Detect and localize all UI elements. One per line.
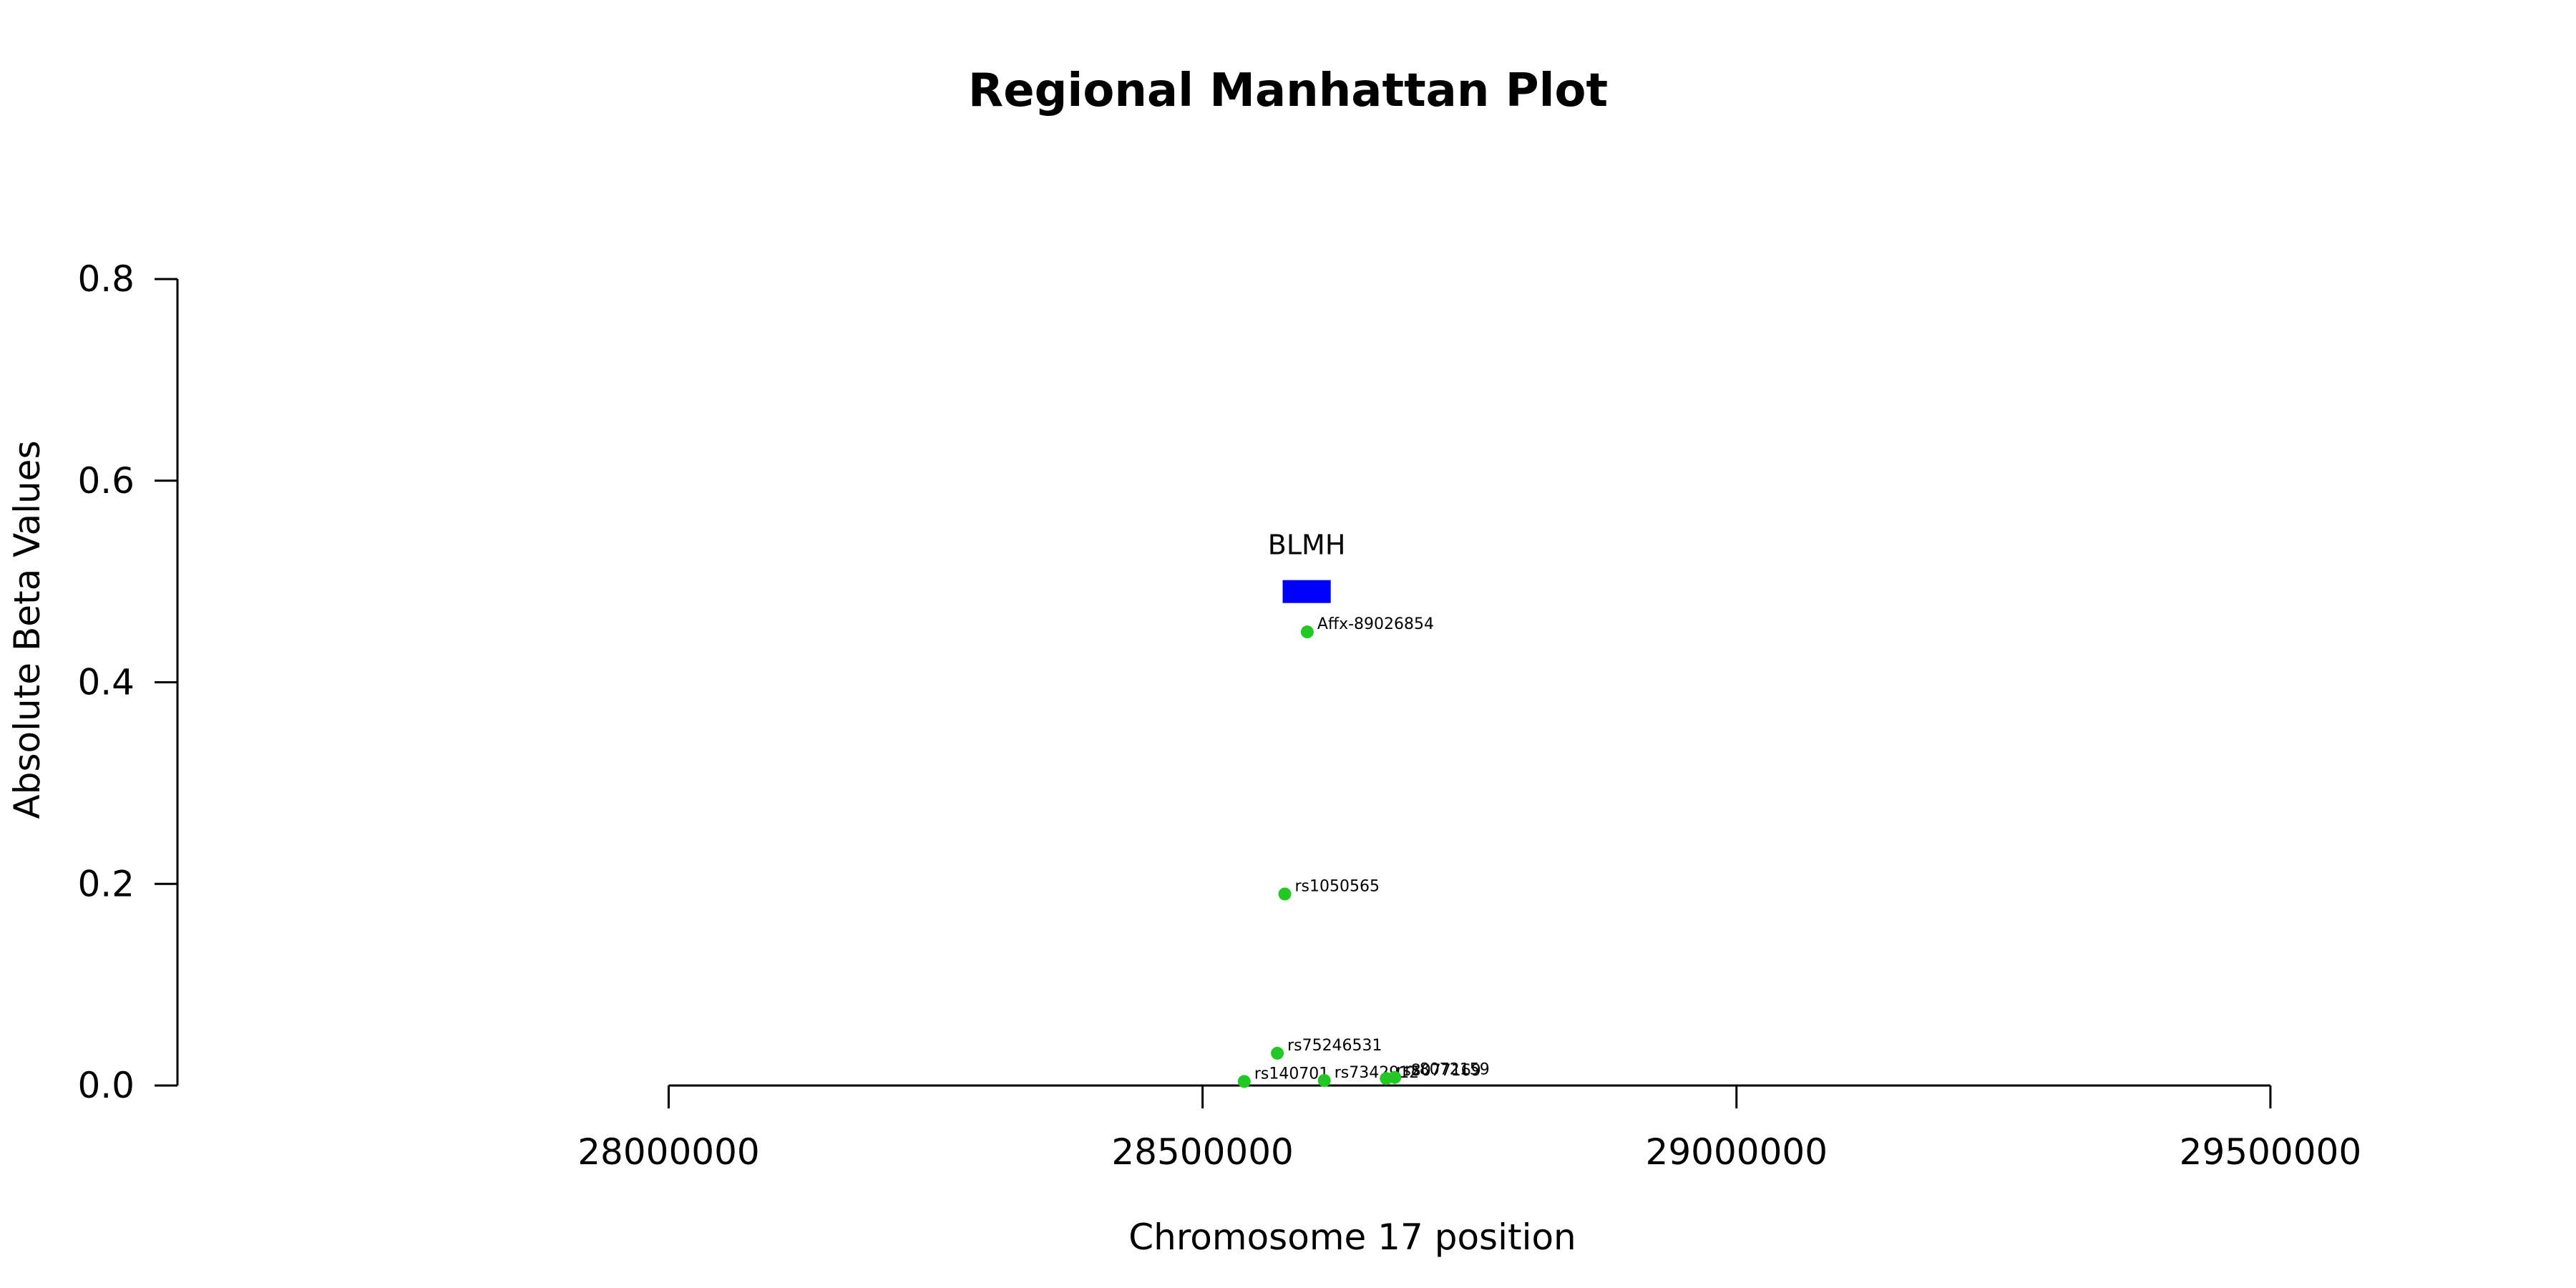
- chart-title: Regional Manhattan Plot: [968, 64, 1608, 117]
- y-tick-label: 0.2: [77, 863, 135, 904]
- snp-label: Affx-89026854: [1317, 615, 1434, 633]
- x-tick-label: 28500000: [1111, 1131, 1294, 1173]
- x-tick-label: 28000000: [577, 1131, 760, 1173]
- snp-label: rs75246531: [1287, 1037, 1382, 1055]
- y-tick-label: 0.8: [77, 258, 135, 300]
- snp-point: [1388, 1070, 1402, 1084]
- gene-label: BLMH: [1268, 530, 1346, 561]
- snp-point: [1271, 1046, 1284, 1060]
- snp-point: [1278, 887, 1292, 901]
- x-axis: 28000000 28500000 29000000 29500000: [577, 1084, 2362, 1173]
- snp-point: [1237, 1075, 1251, 1088]
- gene-bar: [1282, 580, 1331, 603]
- snp-label: rs1050565: [1295, 877, 1380, 895]
- gene-track: BLMH: [1268, 530, 1346, 603]
- snp-label: rs8072159: [1405, 1061, 1490, 1079]
- snp-label: rs140701: [1254, 1065, 1330, 1083]
- y-tick-label: 0.4: [77, 662, 135, 703]
- y-tick-label: 0.0: [77, 1065, 135, 1106]
- x-axis-label: Chromosome 17 position: [1128, 1216, 1576, 1258]
- y-axis: 0.0 0.2 0.4 0.6 0.8: [77, 258, 179, 1106]
- snp-label: rs7342912: [1335, 1064, 1420, 1082]
- snp-label: rs8077169: [1396, 1062, 1481, 1080]
- y-tick-label: 0.6: [77, 460, 135, 502]
- x-tick-label: 29500000: [2180, 1131, 2362, 1173]
- snp-points: Affx-89026854 rs1050565 rs75246531 rs140701…: [1237, 615, 1490, 1088]
- snp-point: [1300, 625, 1314, 639]
- snp-point: [1317, 1073, 1331, 1087]
- y-axis-label: Absolute Beta Values: [6, 441, 48, 819]
- x-tick-label: 29000000: [1646, 1131, 1828, 1173]
